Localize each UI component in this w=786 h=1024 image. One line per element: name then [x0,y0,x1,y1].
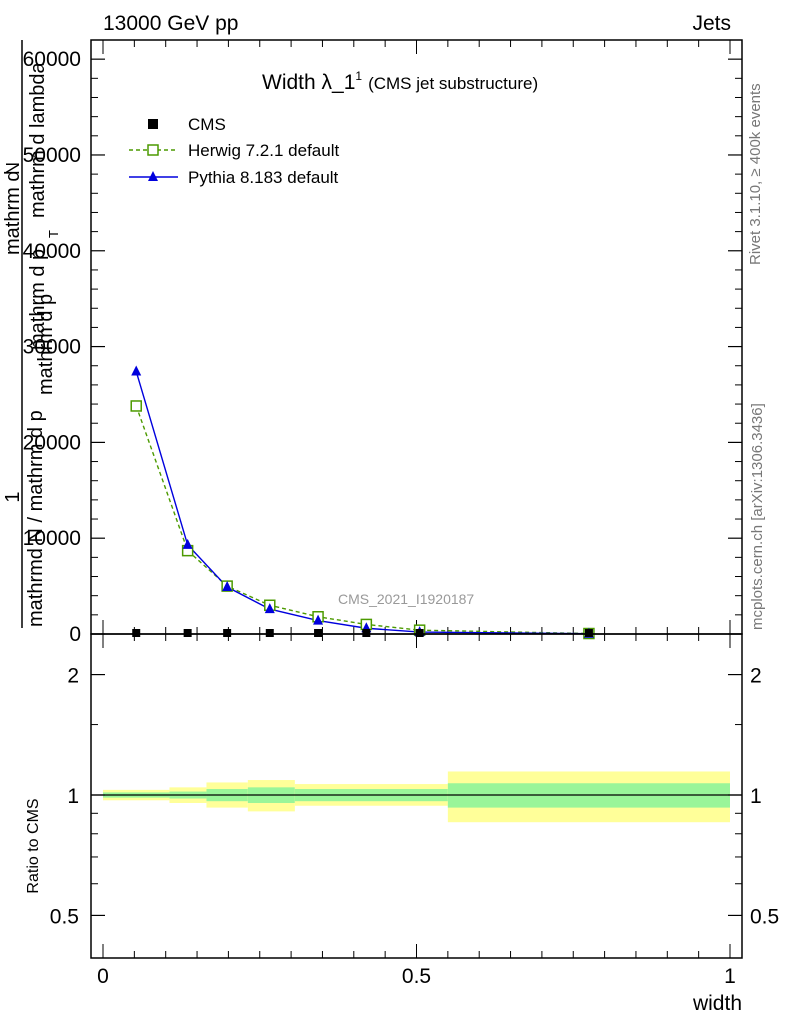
main-axis-ticks: 0 10000 20000 30000 40000 50000 60000 [23,39,742,646]
y-tick-label: 30000 [23,336,81,359]
ratio-y-tick-label-left: 0.5 [50,905,79,928]
ylabel-num1: mathrm d [2,171,24,255]
ratio-y-tick-label-left: 2 [67,665,79,688]
cms-point [314,629,323,637]
ratio-ylabel: Ratio to CMS [25,798,42,893]
pythia-line [135,371,589,635]
plot-title-sup: 1 [355,69,362,83]
y-tick-label: 10000 [23,527,81,550]
energy-label: 13000 GeV pp [103,12,238,35]
ylabel-lambda: mathrm d lambda [27,62,49,218]
legend-label: Pythia 8.183 default [188,168,339,187]
herwig-line [135,405,589,635]
y-tick-label: 20000 [23,431,81,454]
cms-point [183,629,192,637]
herwig-point [130,400,142,412]
mcplots-label: mcplots.cern.ch [arXiv:1306.3436] [749,403,766,630]
plot-title: Width λ_11 (CMS jet substructure) [262,69,538,94]
ratio-y-tick-label-left: 1 [67,785,79,808]
x-tick-label: 1 [724,965,736,988]
x-tick-label: 0.5 [402,965,431,988]
watermark: CMS_2021_I1920187 [338,591,474,607]
legend-cms-marker [148,119,158,129]
cms-point [362,629,371,637]
ratio-frame [90,633,743,959]
main-series-layer [130,365,595,640]
y-tick-label: 0 [69,623,81,646]
ratio-plot-panel: 0.5 0.5 1 1 2 2 0 0.5 1 width [50,633,779,1015]
x-tick-label: 0 [97,965,109,988]
ylabel-one: 1 [2,491,24,502]
ratio-bands-layer [103,771,730,823]
legend-herwig-marker [147,144,159,156]
legend-pythia-marker [148,171,158,181]
ylabel-lower: mathrmd N / mathrm d p [25,410,47,627]
ratio-y-tick-label-right: 1 [750,785,762,808]
ylabel-rest: mathrm d p [35,294,57,395]
legend-label: Herwig 7.2.1 default [188,141,339,160]
pythia-point [182,538,193,549]
ylabel-den: mathrm d p [27,249,49,350]
cms-point [584,629,593,637]
legend: CMS Herwig 7.2.1 default Pythia 8.183 defa… [129,115,339,187]
ratio-axis-ticks: 0.5 0.5 1 1 2 2 0 0.5 1 [50,634,779,988]
y-tick-label: 40000 [23,240,81,263]
ratio-y-tick-label-right: 0.5 [750,905,779,928]
pythia-point [313,614,324,625]
pythia-point [222,581,233,592]
main-ylabel: 1 mathrmd N / mathrm d p mathrm d p math… [2,40,61,628]
ratio-y-tick-label-right: 2 [750,665,762,688]
rivet-label: Rivet 3.1.10, ≥ 400k events [747,83,764,265]
ylabel-num2: N [3,162,23,175]
plot-title-note: (CMS jet substructure) [368,74,538,93]
cms-point [415,629,424,637]
y-tick-label: 50000 [23,144,81,167]
category-label: Jets [692,12,731,35]
ylabel-sub-t: T [46,230,61,238]
cms-point [132,629,141,637]
plot-title-main: Width λ_1 [262,71,355,94]
y-tick-label: 60000 [23,48,81,71]
cms-point [265,629,274,637]
legend-label: CMS [188,115,226,134]
cms-point [223,629,232,637]
pythia-point [264,603,275,614]
x-axis-label: width [692,992,742,1015]
main-plot-panel: 0 10000 20000 30000 40000 50000 60000 Width λ_… [23,39,743,646]
pythia-point [131,365,142,376]
